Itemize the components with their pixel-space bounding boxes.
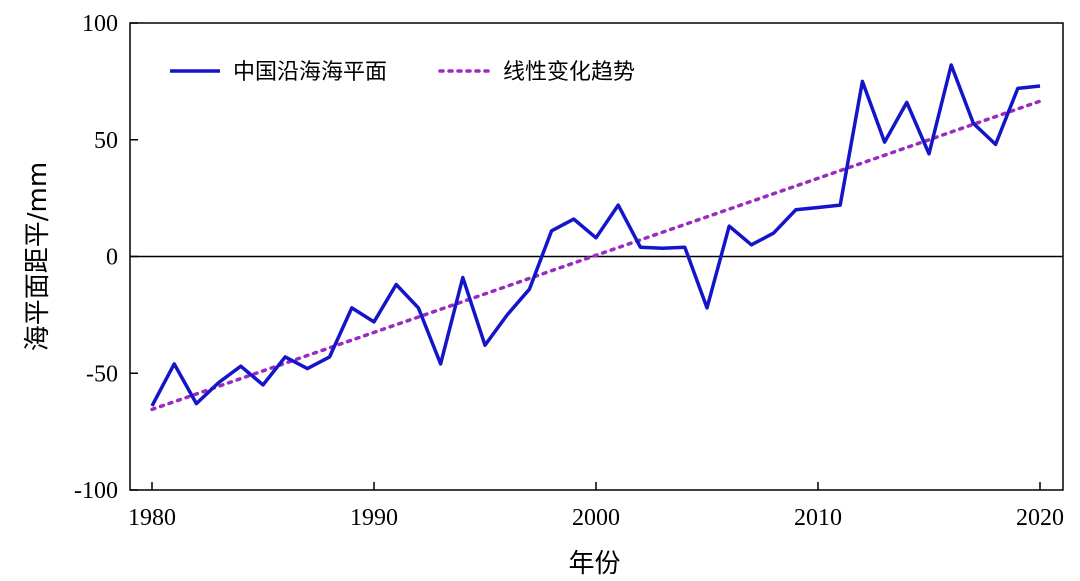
legend-label-trend: 线性变化趋势 (503, 60, 635, 85)
x-tick-label: 1980 (128, 505, 176, 531)
x-tick-label: 2010 (794, 505, 842, 531)
y-tick-label: 50 (94, 128, 118, 154)
y-tick-label: -50 (86, 361, 118, 387)
series-group (150, 63, 1042, 412)
series-line-trend (150, 99, 1042, 412)
y-tick-label: -100 (74, 478, 118, 504)
x-tick-label: 1990 (350, 505, 398, 531)
ticks-group: 1980 1990 2000 2010 2020 100 50 0 -50 -100 (74, 11, 1064, 531)
series-line-observed (150, 63, 1041, 407)
legend: 中国沿海海平面 线性变化趋势 (170, 60, 635, 85)
y-tick-label: 0 (106, 245, 118, 271)
x-axis-title: 年份 (568, 549, 620, 579)
y-axis-title: 海平面距平/mm (23, 162, 53, 351)
legend-label-observed: 中国沿海海平面 (233, 60, 387, 85)
y-tick-label: 100 (82, 11, 118, 37)
x-tick-label: 2000 (572, 505, 620, 531)
x-tick-label: 2020 (1016, 505, 1064, 531)
